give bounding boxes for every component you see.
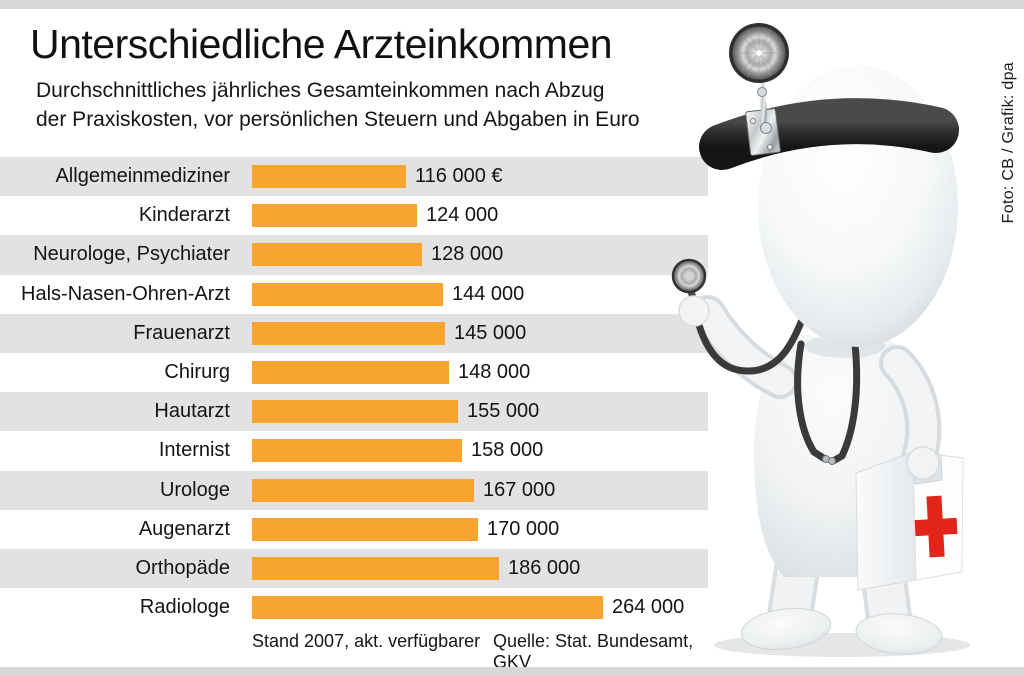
table-row: Hautarzt 155 000 — [0, 392, 708, 432]
category-label: Chirurg — [164, 361, 230, 384]
bar-area: 145 000 — [240, 321, 708, 345]
category-label: Augenarzt — [138, 517, 230, 540]
table-row: Chirurg 148 000 — [0, 353, 708, 392]
value-label: 128 000 — [431, 243, 504, 266]
income-bar — [252, 204, 417, 228]
table-row: Augenarzt 170 000 — [0, 510, 708, 549]
income-bar — [252, 361, 449, 385]
table-row: Frauenarzt 145 000 — [0, 313, 708, 353]
bottom-border-band — [0, 667, 1024, 676]
bar-area: 170 000 — [240, 517, 708, 541]
page-title: Unterschiedliche Arzteinkommen — [30, 21, 613, 67]
value-label: 116 000 € — [415, 165, 503, 188]
chart-footer: Stand 2007, akt. verfügbarer Quelle: Sta… — [0, 631, 708, 672]
bar-area: 264 000 — [240, 596, 708, 620]
bar-area: 167 000 — [240, 478, 708, 502]
table-row: Orthopäde 186 000 — [0, 548, 708, 589]
red-cross-icon — [914, 495, 958, 558]
category-label: Hautarzt — [154, 400, 230, 423]
value-label: 167 000 — [483, 478, 556, 501]
category-label: Kinderarzt — [138, 204, 230, 227]
table-row: Neurologe, Psychiater 128 000 — [0, 235, 708, 275]
category-label: Internist — [158, 439, 230, 462]
income-bar — [252, 596, 603, 620]
value-label: 158 000 — [471, 439, 544, 462]
category-label: Urologe — [159, 478, 230, 501]
figure-left-arm — [690, 295, 798, 399]
value-label: 148 000 — [458, 361, 531, 384]
top-border-band — [0, 0, 1024, 9]
bar-area: 124 000 — [240, 204, 708, 228]
category-label: Orthopäde — [135, 556, 230, 579]
table-row: Urologe 167 000 — [0, 470, 708, 510]
value-label: 144 000 — [452, 282, 525, 305]
bar-area: 158 000 — [240, 439, 708, 463]
income-bar — [252, 517, 478, 541]
subtitle-line-2: der Praxiskosten, vor persönlichen Steue… — [36, 108, 640, 132]
head-mirror-icon — [729, 23, 789, 156]
category-label: Neurologe, Psychiater — [33, 243, 230, 266]
income-bar — [252, 478, 474, 502]
income-bar — [252, 321, 445, 345]
table-row: Kinderarzt 124 000 — [0, 196, 708, 235]
value-label: 264 000 — [612, 596, 685, 619]
table-row: Internist 158 000 — [0, 431, 708, 470]
chart-subtitle: Durchschnittliches jährliches Gesamteink… — [36, 76, 640, 134]
value-label: 145 000 — [454, 321, 527, 344]
bar-area: 155 000 — [240, 400, 708, 424]
bar-area: 144 000 — [240, 282, 708, 306]
bar-rows: Allgemeinmediziner 116 000 € Kinderarzt … — [0, 157, 708, 627]
bar-area: 186 000 — [240, 556, 708, 580]
bar-area: 128 000 — [240, 243, 708, 267]
value-label: 124 000 — [426, 204, 499, 227]
category-label: Radiologe — [139, 596, 230, 619]
value-label: 170 000 — [487, 517, 560, 540]
right-hand — [906, 446, 940, 480]
bar-chart: Allgemeinmediziner 116 000 € Kinderarzt … — [0, 157, 708, 627]
head-mirror-band — [699, 98, 959, 170]
stethoscope-icon — [671, 258, 861, 465]
income-bar — [252, 400, 458, 424]
footnote-status: Stand 2007, akt. verfügbarer — [252, 631, 481, 651]
category-label: Hals-Nasen-Ohren-Arzt — [21, 282, 230, 305]
value-label: 186 000 — [508, 556, 581, 579]
bar-area: 148 000 — [240, 361, 708, 385]
first-aid-case — [855, 446, 964, 591]
table-row: Radiologe 264 000 — [0, 588, 708, 627]
header: Unterschiedliche Arzteinkommen Durchschn… — [30, 21, 640, 134]
left-hand — [678, 295, 710, 327]
category-label: Frauenarzt — [133, 321, 230, 344]
income-bar — [252, 556, 499, 580]
income-bar — [252, 439, 462, 463]
bar-area: 116 000 € — [240, 165, 708, 189]
value-label: 155 000 — [467, 400, 540, 423]
table-row: Allgemeinmediziner 116 000 € — [0, 157, 708, 197]
doctor-figure-illustration — [671, 23, 970, 657]
table-row: Hals-Nasen-Ohren-Arzt 144 000 — [0, 275, 708, 314]
income-bar — [252, 282, 443, 306]
income-bar — [252, 165, 406, 189]
category-label: Allgemeinmediziner — [55, 165, 230, 188]
income-bar — [252, 243, 422, 267]
subtitle-line-1: Durchschnittliches jährliches Gesamteink… — [36, 79, 605, 103]
